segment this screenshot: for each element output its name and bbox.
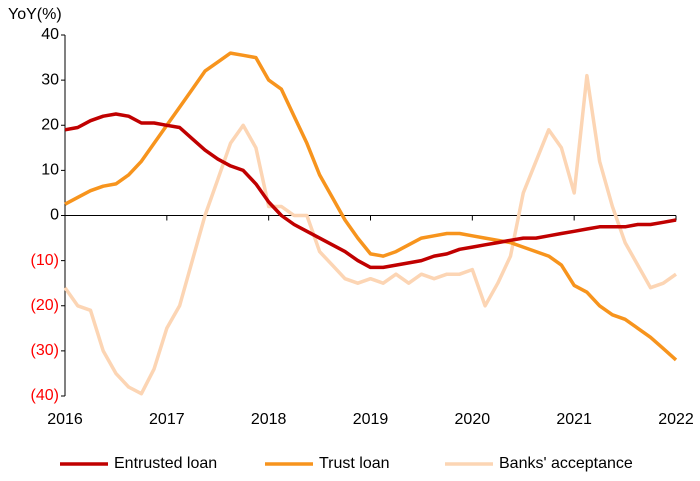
y-tick-label: 10 (41, 162, 59, 179)
y-tick-label: 30 (41, 71, 59, 88)
x-tick-label: 2018 (251, 411, 287, 428)
legend-label: Banks' acceptance (499, 455, 633, 472)
y-tick-label: (40) (31, 387, 59, 404)
x-tick-label: 2022 (658, 411, 694, 428)
x-tick-label: 2017 (149, 411, 185, 428)
x-tick-label: 2020 (455, 411, 491, 428)
legend-label: Trust loan (319, 455, 390, 472)
series-line (64, 112, 677, 270)
y-axis-label: YoY(%) (8, 6, 62, 23)
x-tick-label: 2016 (47, 411, 83, 428)
x-tick-label: 2021 (556, 411, 592, 428)
y-tick-label: 20 (41, 116, 59, 133)
legend-label: Entrusted loan (114, 455, 217, 472)
y-tick-label: 40 (41, 26, 59, 43)
y-tick-label: (20) (31, 297, 59, 314)
y-tick-label: (10) (31, 252, 59, 269)
series-line (63, 73, 678, 396)
y-tick-label: (30) (31, 342, 59, 359)
y-tick-label: 0 (50, 207, 59, 224)
x-tick-label: 2019 (353, 411, 389, 428)
